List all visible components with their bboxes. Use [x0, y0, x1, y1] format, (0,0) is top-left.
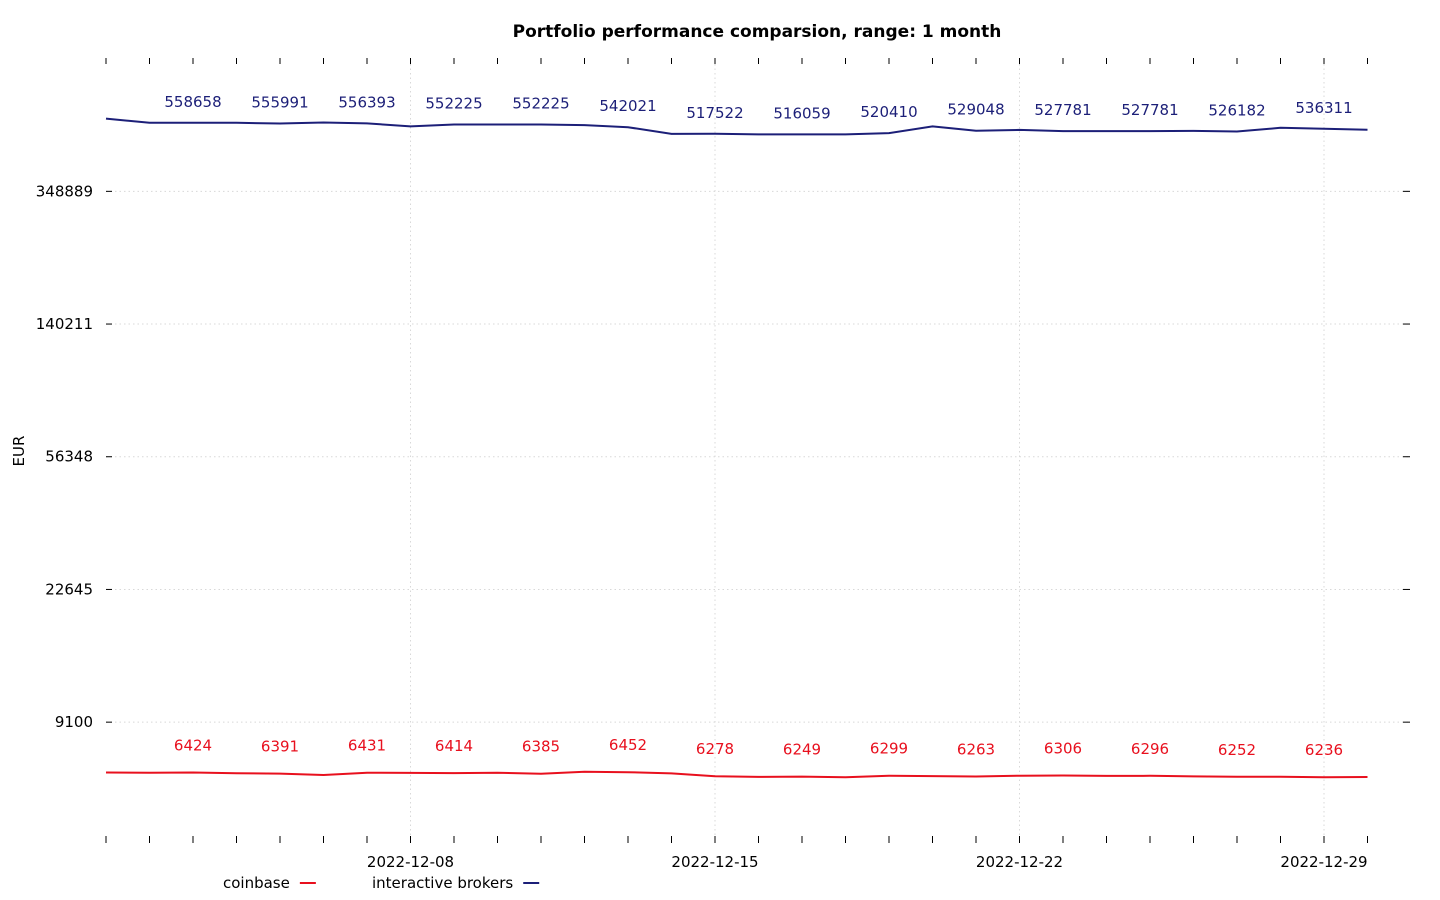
- data-label: 6236: [1305, 741, 1343, 759]
- data-label: 552225: [425, 94, 482, 112]
- x-tick-label: 2022-12-15: [671, 853, 758, 871]
- x-tick-label: 2022-12-22: [976, 853, 1063, 871]
- data-label: 520410: [860, 103, 917, 121]
- data-label: 6299: [870, 740, 908, 758]
- y-axis: 9100 22645 56348 140211 348889: [36, 182, 1410, 731]
- data-label: 6278: [696, 740, 734, 758]
- data-label: 6252: [1218, 741, 1256, 759]
- chart-title: Portfolio performance comparsion, range:…: [513, 22, 1002, 42]
- data-label: 6391: [261, 738, 299, 756]
- series-line-interactive-brokers: [105, 117, 1368, 136]
- data-label: 527781: [1121, 101, 1178, 119]
- y-tick-label: 140211: [36, 315, 93, 333]
- data-label: 6431: [348, 737, 386, 755]
- data-label: 6385: [522, 738, 560, 756]
- data-label: 556393: [338, 93, 395, 111]
- data-label: 6414: [435, 737, 473, 755]
- data-label: 6306: [1044, 740, 1082, 758]
- y-tick-label: 22645: [45, 580, 93, 598]
- data-label: 536311: [1295, 99, 1352, 117]
- data-label: 517522: [686, 104, 743, 122]
- legend: coinbase interactive brokers: [223, 874, 540, 892]
- x-tick-label: 2022-12-29: [1280, 853, 1367, 871]
- series-lines: [105, 117, 1368, 779]
- data-label: 6263: [957, 741, 995, 759]
- data-label: 555991: [251, 94, 308, 112]
- data-label: 529048: [947, 101, 1004, 119]
- legend-label: coinbase: [223, 874, 290, 892]
- data-label: 6296: [1131, 740, 1169, 758]
- grid: [106, 64, 1410, 840]
- data-label: 6424: [174, 736, 212, 754]
- data-label: 542021: [599, 97, 656, 115]
- legend-label: interactive brokers: [372, 874, 513, 892]
- x-axis: 2022-12-08 2022-12-15 2022-12-22 2022-12-29: [105, 58, 1368, 871]
- series-line-coinbase: [105, 770, 1368, 779]
- data-label: 6452: [609, 736, 647, 754]
- data-label: 516059: [773, 104, 830, 122]
- data-label: 558658: [164, 93, 221, 111]
- x-tick-label: 2022-12-08: [367, 853, 454, 871]
- y-axis-label: EUR: [10, 436, 28, 467]
- data-label: 6249: [783, 741, 821, 759]
- y-tick-label: 9100: [55, 713, 93, 731]
- data-label: 527781: [1034, 101, 1091, 119]
- y-tick-label: 348889: [36, 182, 93, 200]
- y-tick-label: 56348: [45, 448, 93, 466]
- data-label: 526182: [1208, 102, 1265, 120]
- data-label: 552225: [512, 94, 569, 112]
- data-labels: 6424 6391 6431 6414 6385 6452 6278 6249 6299 6263…: [164, 93, 1352, 759]
